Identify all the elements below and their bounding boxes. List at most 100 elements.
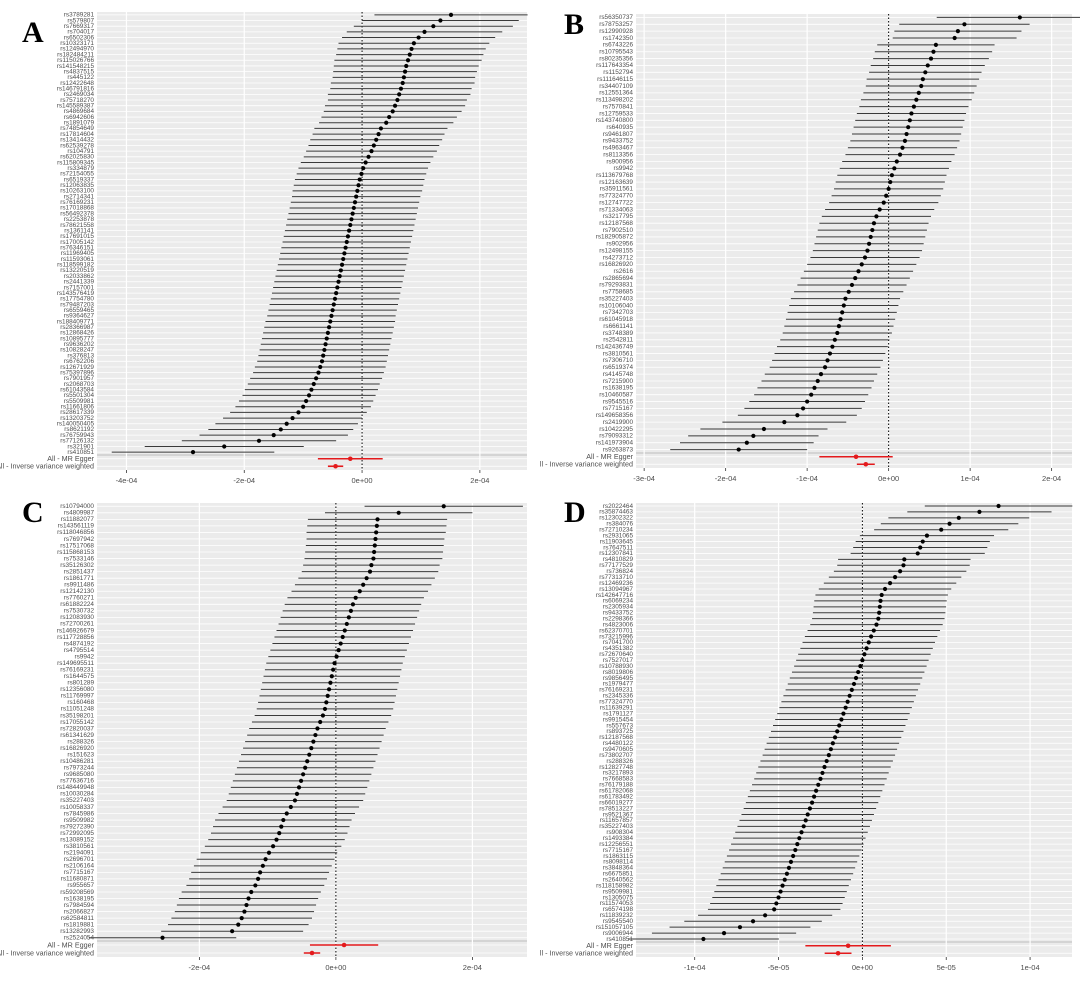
snp-label: rs62025830 [60,154,94,161]
snp-estimate-point [877,207,882,212]
snp-estimate-point [349,217,354,222]
snp-estimate-point [290,415,295,421]
snp-label: rs704017 [67,29,94,36]
forest-plot-c: rs10794000rs4809987rs11882077rs143561119… [0,503,527,972]
snp-estimate-point [288,804,293,810]
snp-label: rs76759943 [60,432,94,439]
snp-estimate-point [401,75,406,80]
snp-label: rs900956 [606,158,633,165]
snp-estimate-point [326,687,332,692]
snp-label: rs640935 [606,124,633,131]
snp-label: rs61882224 [60,601,94,608]
snp-label: rs10795543 [599,49,633,56]
snp-estimate-point [309,746,314,751]
snp-estimate-point [416,35,421,40]
snp-estimate-point [858,664,863,669]
snp-estimate-point [736,447,741,452]
snp-estimate-point [788,859,794,865]
forest-plot-a: rs3789281rs579807rs7669317rs704017rs6502… [0,12,528,485]
snp-label: rs16826920 [60,745,94,752]
snp-label: rs10030284 [60,791,94,798]
snp-estimate-point [274,837,279,842]
x-tick-label: 2e-04 [463,963,482,972]
snp-estimate-point [795,413,800,418]
snp-label: rs9911486 [64,582,94,589]
snp-label: rs7306710 [603,357,634,364]
snp-estimate-point [832,337,837,342]
x-tick-label: 1e-04 [961,474,980,483]
snp-label: rs1861771 [64,575,95,582]
summary-label: All - Inverse variance weighted [540,949,633,958]
snp-estimate-point [928,56,934,61]
snp-estimate-point [336,279,341,284]
snp-estimate-point [812,385,817,390]
snp-label: rs2714341 [64,193,95,200]
snp-label: rs72700261 [60,621,94,628]
snp-estimate-point [830,344,835,349]
snp-estimate-point [343,245,348,250]
snp-estimate-point [866,640,871,645]
snp-label: rs6502306 [64,34,95,41]
snp-estimate-point [862,652,867,657]
snp-label: rs445122 [67,74,94,81]
snp-estimate-point [374,530,379,535]
snp-label: rs77636716 [60,778,94,785]
snp-label: rs12498155 [599,247,633,254]
snp-label: rs142647716 [596,592,634,599]
snp-estimate-point [325,693,330,698]
snp-estimate-point [860,658,865,663]
snp-estimate-point [920,539,925,544]
snp-label: rs149658356 [596,412,634,419]
snp-label: rs35227403 [60,797,94,804]
snp-label: rs28366987 [60,324,94,331]
snp-label: rs75718270 [60,97,94,104]
snp-label: rs61782068 [599,788,633,795]
snp-label: rs9545540 [603,918,634,925]
snp-estimate-point [782,877,787,882]
snp-label: rs35874463 [599,509,633,516]
snp-estimate-point [387,114,392,120]
snp-estimate-point [306,393,312,398]
snp-label: rs7758685 [603,289,634,296]
panel-label: D [564,496,586,529]
snp-label: rs7697942 [64,536,95,543]
snp-label: rs7845986 [64,810,95,817]
snp-label: rs115809345 [57,159,94,166]
snp-estimate-point [322,706,328,712]
snp-estimate-point [294,791,300,797]
snp-label: rs118599182 [57,262,94,269]
snp-estimate-point [822,764,827,770]
snp-label: rs9263873 [603,446,634,453]
snp-label: rs11680871 [61,876,95,883]
snp-label: rs7715167 [603,405,634,412]
snp-label: rs8621192 [64,426,94,433]
snp-label: rs71334063 [599,206,633,213]
snp-label: rs10895777 [60,335,94,342]
snp-label: rs7570841 [603,103,634,110]
snp-label: rs146926679 [57,627,95,634]
snp-estimate-point [255,876,261,881]
forest-plot-panel-d: D rs2022464 rs35874463 rs12302322 rs384076 r… [535,490,1080,979]
snp-label: rs17517068 [60,542,94,549]
snp-estimate-point [242,909,247,914]
snp-label: rs9685080 [64,771,95,778]
snp-estimate-point [357,177,362,182]
snp-label: rs10828247 [60,347,94,354]
snp-estimate-point [270,844,276,849]
snp-estimate-point [865,248,870,253]
snp-estimate-point [398,86,404,91]
panel-label: B [564,8,585,41]
snp-label: rs117728856 [57,634,94,641]
snp-label: rs75397896 [60,369,94,376]
snp-estimate-point [701,936,706,942]
snp-estimate-point [839,717,844,722]
snp-estimate-point [900,145,905,150]
snp-estimate-point [371,556,376,561]
snp-estimate-point [397,92,402,97]
snp-estimate-point [845,699,850,704]
snp-label: rs2524054 [64,935,95,942]
snp-estimate-point [825,358,830,363]
snp-estimate-point [838,317,843,322]
snp-estimate-point [422,29,427,34]
snp-label: rs7527017 [603,657,634,664]
